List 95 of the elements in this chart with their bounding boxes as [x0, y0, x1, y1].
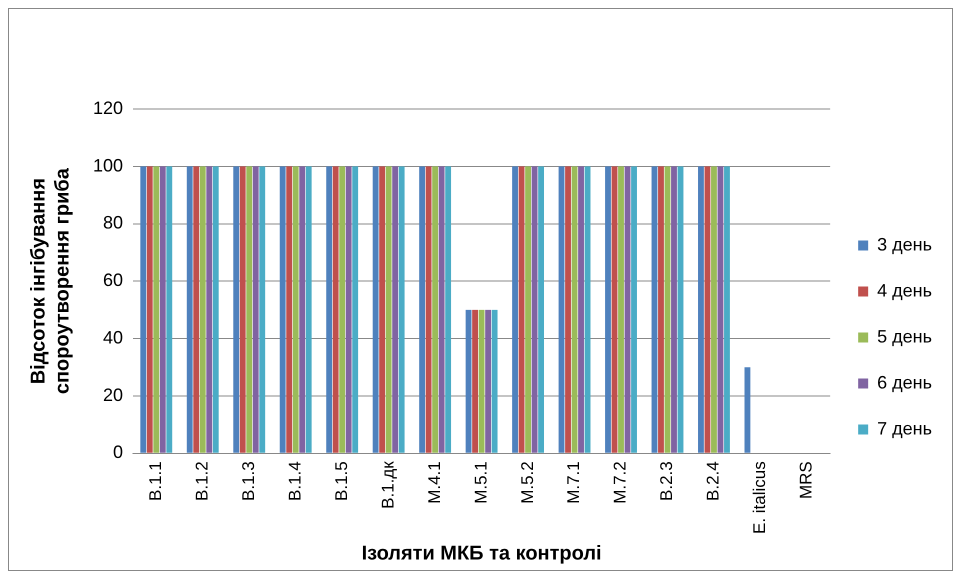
bar [140, 166, 146, 453]
bar [246, 166, 252, 453]
bar [326, 166, 332, 453]
bar [286, 166, 292, 453]
x-tick-label: M.7.2 [610, 461, 630, 504]
bar [398, 166, 405, 453]
bar [664, 166, 670, 453]
y-axis-title: Відсоток інгібування спороутворення гриба [28, 167, 74, 394]
bar [292, 166, 299, 453]
bar [532, 166, 538, 453]
bar [704, 166, 710, 453]
x-tick-label: B.2.3 [657, 461, 676, 501]
bar [711, 166, 717, 453]
bar [512, 166, 518, 453]
legend-label: 3 день [877, 234, 932, 254]
bar [160, 166, 166, 453]
bar [432, 166, 438, 453]
x-tick-label: M.4.1 [424, 461, 444, 504]
bar [492, 310, 498, 453]
bar [146, 166, 153, 453]
bar [392, 166, 398, 453]
x-tick-label: B.1.дк [378, 460, 398, 509]
bar [240, 166, 246, 453]
bar [538, 166, 544, 453]
bar [466, 310, 472, 453]
bar [233, 166, 240, 453]
bar [558, 166, 564, 453]
x-tick-label: B.2.4 [704, 461, 723, 501]
bar [339, 166, 346, 453]
bar [525, 166, 531, 453]
bar [200, 166, 206, 453]
x-tick-label: M.5.1 [471, 461, 490, 504]
bar [426, 166, 432, 453]
bar [252, 166, 259, 453]
bar [332, 166, 339, 453]
bar [346, 166, 352, 453]
x-tick-label: B.1.5 [332, 461, 351, 501]
y-tick-label: 40 [103, 327, 124, 348]
bar [698, 166, 704, 453]
bar [166, 166, 172, 453]
bar [212, 166, 219, 453]
bar [372, 166, 379, 453]
x-tick-label: B.1.4 [285, 461, 304, 501]
legend-label: 4 день [877, 280, 932, 300]
x-tick-label: B.1.1 [146, 461, 165, 501]
x-tick-label: E. italicus [750, 461, 770, 534]
bar [572, 166, 578, 453]
bar [578, 166, 584, 453]
bar [624, 166, 630, 453]
legend-label: 7 день [877, 418, 932, 438]
bar [186, 166, 193, 453]
bar [352, 166, 358, 453]
x-tick-label: M.5.2 [518, 461, 537, 504]
x-axis-title: Ізоляти МКБ та контролі [362, 542, 602, 565]
bar [206, 166, 212, 453]
legend-label: 6 день [877, 372, 932, 392]
bar [584, 166, 590, 453]
bar [299, 166, 306, 453]
bar [379, 166, 386, 453]
bar [472, 310, 478, 453]
legend-label: 5 день [877, 326, 932, 346]
bar [724, 166, 730, 453]
bar [280, 166, 286, 453]
bar [153, 166, 160, 453]
bar [718, 166, 724, 453]
bar [652, 166, 658, 453]
bar [193, 166, 200, 453]
y-tick-label: 100 [92, 155, 124, 176]
bar [386, 166, 392, 453]
bar [605, 166, 611, 453]
bar [259, 166, 266, 453]
x-tick-label: B.1.3 [238, 461, 258, 501]
y-tick-label: 0 [113, 442, 124, 462]
bar [631, 166, 637, 453]
bar [419, 166, 426, 453]
bar [671, 166, 677, 453]
bar [518, 166, 524, 453]
x-tick-label: M.7.1 [564, 461, 584, 504]
y-tick-label: 120 [92, 98, 124, 118]
bar [485, 310, 492, 453]
bar [612, 166, 618, 453]
bar [565, 166, 571, 453]
bar [658, 166, 664, 453]
bar [438, 166, 445, 453]
y-tick-label: 80 [103, 212, 124, 233]
bar [306, 166, 312, 453]
x-tick-label: MRS [796, 461, 816, 500]
bar [478, 310, 485, 453]
y-tick-label: 20 [103, 384, 124, 405]
bar [445, 166, 452, 453]
bar [744, 367, 750, 453]
bar [618, 166, 624, 453]
bar [678, 166, 684, 453]
y-tick-label: 60 [103, 270, 124, 290]
x-tick-label: B.1.2 [192, 461, 212, 501]
